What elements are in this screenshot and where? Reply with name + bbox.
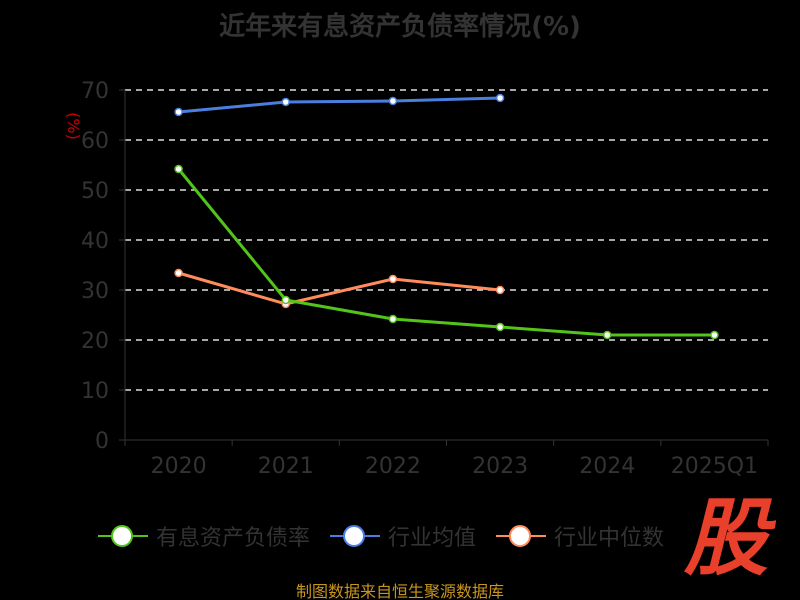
legend-label: 行业中位数 <box>554 526 665 551</box>
legend-label: 行业均值 <box>388 526 477 551</box>
chart-title: 近年来有息资产负债率情况(%) <box>219 12 581 42</box>
data-point <box>281 295 290 305</box>
legend-symbol <box>496 524 547 548</box>
data-point <box>174 164 183 174</box>
x-tick-label: 2025Q1 <box>671 454 758 479</box>
data-point <box>388 96 398 106</box>
legend-label: 有息资产负债率 <box>156 526 311 551</box>
x-tick-label: 2024 <box>579 454 635 479</box>
y-tick-label: 10 <box>81 379 109 404</box>
x-tick-label: 2023 <box>472 454 528 479</box>
y-tick-label: 60 <box>81 129 109 154</box>
series-line-2 <box>178 271 501 306</box>
y-tick-label: 70 <box>81 79 109 104</box>
y-tick-label: 50 <box>81 179 109 204</box>
y-tick-label: 30 <box>81 279 109 304</box>
data-point <box>388 274 398 284</box>
legend: 有息资产负债率 行业均值 行业中位数 <box>98 520 664 552</box>
data-point <box>495 322 505 332</box>
data-point <box>710 330 719 340</box>
data-point <box>174 107 183 117</box>
data-point <box>603 330 612 340</box>
legend-symbol <box>98 524 148 548</box>
data-point <box>388 314 398 324</box>
y-tick-label: 20 <box>81 329 109 354</box>
x-tick-label: 2022 <box>365 454 421 479</box>
data-source: 制图数据来自恒生聚源数据库 <box>295 582 504 600</box>
data-point <box>495 93 505 103</box>
y-tick-label: 0 <box>95 429 109 454</box>
data-point <box>174 268 183 278</box>
data-point <box>495 285 505 295</box>
legend-symbol <box>330 524 381 548</box>
y-axis-label: (%) <box>64 112 83 140</box>
y-tick-label: 40 <box>81 229 109 254</box>
x-tick-label: 2020 <box>151 454 207 479</box>
legend-item-2[interactable]: 行业中位数 <box>496 520 664 552</box>
series-line-1 <box>178 96 501 114</box>
legend-item-1[interactable]: 行业均值 <box>330 520 476 552</box>
data-point <box>281 97 290 107</box>
watermark-logo: 股 <box>684 489 769 587</box>
legend-item-0[interactable]: 有息资产负债率 <box>98 520 310 552</box>
x-tick-label: 2021 <box>258 454 314 479</box>
series-line-0 <box>177 168 715 337</box>
